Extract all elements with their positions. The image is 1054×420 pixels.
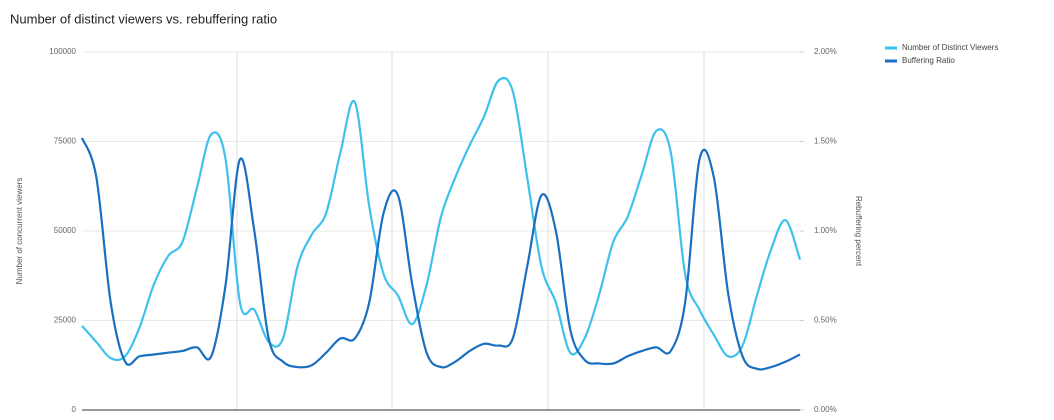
- series-line: [81, 76, 802, 362]
- series-line: [80, 137, 801, 371]
- legend-label: Number of Distinct Viewers: [902, 43, 998, 52]
- y-tick-label: 0: [72, 405, 77, 414]
- chart-title: Number of distinct viewers vs. rebufferi…: [10, 11, 277, 26]
- y-tick-label: 50000: [54, 226, 77, 235]
- y-tick-label: 75000: [54, 137, 77, 146]
- y2-axis-title: Rebuffering percent: [854, 196, 863, 267]
- y2-tick-label: 0.50%: [814, 316, 837, 325]
- y2-tick-label: 1.50%: [814, 137, 837, 146]
- legend-label: Buffering Ratio: [902, 56, 955, 65]
- y2-tick-label: 2.00%: [814, 47, 837, 56]
- y-tick-label: 100000: [49, 47, 76, 56]
- y-tick-label: 25000: [54, 316, 77, 325]
- y2-tick-label: 1.00%: [814, 226, 837, 235]
- y-axis-title: Number of concurrent viewers: [15, 178, 24, 285]
- y2-tick-label: 0.00%: [814, 405, 837, 414]
